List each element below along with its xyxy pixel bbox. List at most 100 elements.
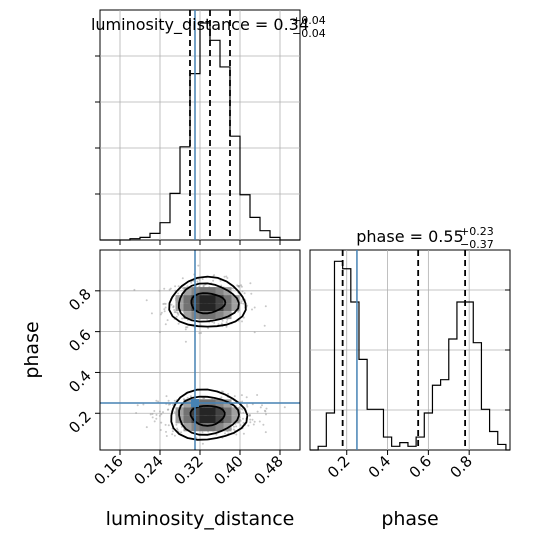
joint-density-cell [199,287,208,296]
joint-density-cell [207,415,216,424]
joint-sample-point [249,418,252,421]
joint-sample-point [227,392,230,395]
joint-sample-point [184,328,187,331]
joint-sample-point [233,425,235,428]
joint-density-cell [199,295,208,304]
joint-contour-mode0-level1 [177,282,240,323]
joint-sample-point [164,423,167,426]
joint-xtick-label-2: 0.32 [170,452,206,488]
joint-sample-point [167,403,170,406]
joint-sample-point [162,303,165,305]
joint-density-cell [231,295,240,304]
joint-sample-point [220,322,223,325]
joint-sample-point [265,407,268,410]
joint-sample-point [264,305,267,308]
joint-sample-point [212,279,215,282]
joint-sample-point [196,280,199,283]
joint-sample-point [251,418,254,421]
joint-sample-point [262,423,265,426]
joint-sample-point [159,313,162,316]
joint-sample-point [213,274,216,277]
joint-density-cell [223,295,232,304]
joint-truth-marker [191,399,199,408]
joint-sample-point [165,430,167,433]
joint-sample-point [175,423,178,426]
joint-sample-point [226,318,229,321]
joint-sample-point [201,442,204,445]
hist-phase-xtick-label-2: 0.6 [406,452,436,482]
joint-sample-point [189,395,192,398]
joint-sample-point [220,396,223,399]
title-phase-plus: +0.23 [460,225,494,238]
joint-sample-point [181,277,184,280]
joint-sample-point [250,292,253,295]
joint-sample-point [174,311,177,314]
joint-density-cell [215,303,224,312]
joint-density-cell [207,303,216,312]
joint-sample-point [159,429,162,431]
joint-density-cell [223,311,232,320]
hist-phase-xtick-label-0: 0.2 [324,452,354,482]
joint-contour-mode1-level2 [189,404,226,427]
joint-sample-point [158,414,161,417]
hist-phase-quantiles [341,250,467,450]
joint-sample-point [172,305,175,308]
title-phase: phase = 0.55 [356,227,463,246]
joint-sample-point [164,323,167,326]
hist-phase: 0.2 0.4 0.6 0.8 [309,249,511,482]
joint-density-cell [215,287,224,296]
joint-sample-point [238,285,240,288]
joint-xtick-label-0: 0.16 [90,452,126,488]
joint-density-cell [207,311,216,320]
joint-sample-point [253,420,256,423]
title-luminosity-distance-plus: +0.04 [292,14,326,27]
joint-sample-point [163,287,166,290]
joint-sample-point [174,285,177,288]
joint-density-cell [207,295,216,304]
joint-density-cell [199,415,208,424]
joint-sample-point [177,285,180,288]
joint-density-contours [168,275,249,441]
joint-sample-point [169,287,172,290]
joint-sample-point [198,285,201,288]
joint-density-cell [183,311,192,320]
joint-sample-point [160,311,163,314]
joint-sample-point [198,278,201,281]
joint-sample-point [173,411,176,414]
hist-luminosity-distance-quantiles [189,10,231,240]
joint-sample-point [172,404,175,406]
joint-contour-mode0-level0 [168,275,247,328]
joint-sample-point [219,279,222,282]
joint-sample-point [256,410,259,413]
joint-sample-point [163,310,166,313]
joint-sample-point [253,306,256,309]
joint-sample-point [176,428,179,431]
joint-density-panel: 0.16 0.24 0.32 0.40 0.48 0.2 0.4 0.6 0.8 [65,249,301,488]
joint-sample-point [155,399,158,402]
title-luminosity-distance-value: 0.34 [273,15,309,34]
joint-density-cell [231,407,240,416]
joint-density-cell [199,311,208,320]
joint-sample-point [248,414,251,417]
joint-sample-point [251,308,253,311]
joint-sample-point [225,325,228,328]
joint-sample-point [249,421,252,424]
joint-sample-point [265,413,267,416]
joint-density-cell [183,407,192,416]
joint-sample-point [200,332,202,334]
joint-sample-point [226,277,229,279]
title-phase-value: 0.55 [428,227,464,246]
joint-sample-point [235,433,238,436]
joint-sample-point [241,320,243,323]
joint-sample-point [186,396,189,399]
joint-sample-point [145,426,148,429]
hist-luminosity-distance-step [100,22,300,241]
joint-sample-point [217,323,220,326]
joint-sample-point [176,311,179,314]
joint-sample-point [158,289,161,292]
joint-sample-point [171,433,174,436]
hist-phase-xtick-label-3: 0.8 [446,452,476,482]
joint-sample-point [245,396,248,399]
joint-sample-point [221,319,224,322]
joint-sample-point [160,413,163,416]
